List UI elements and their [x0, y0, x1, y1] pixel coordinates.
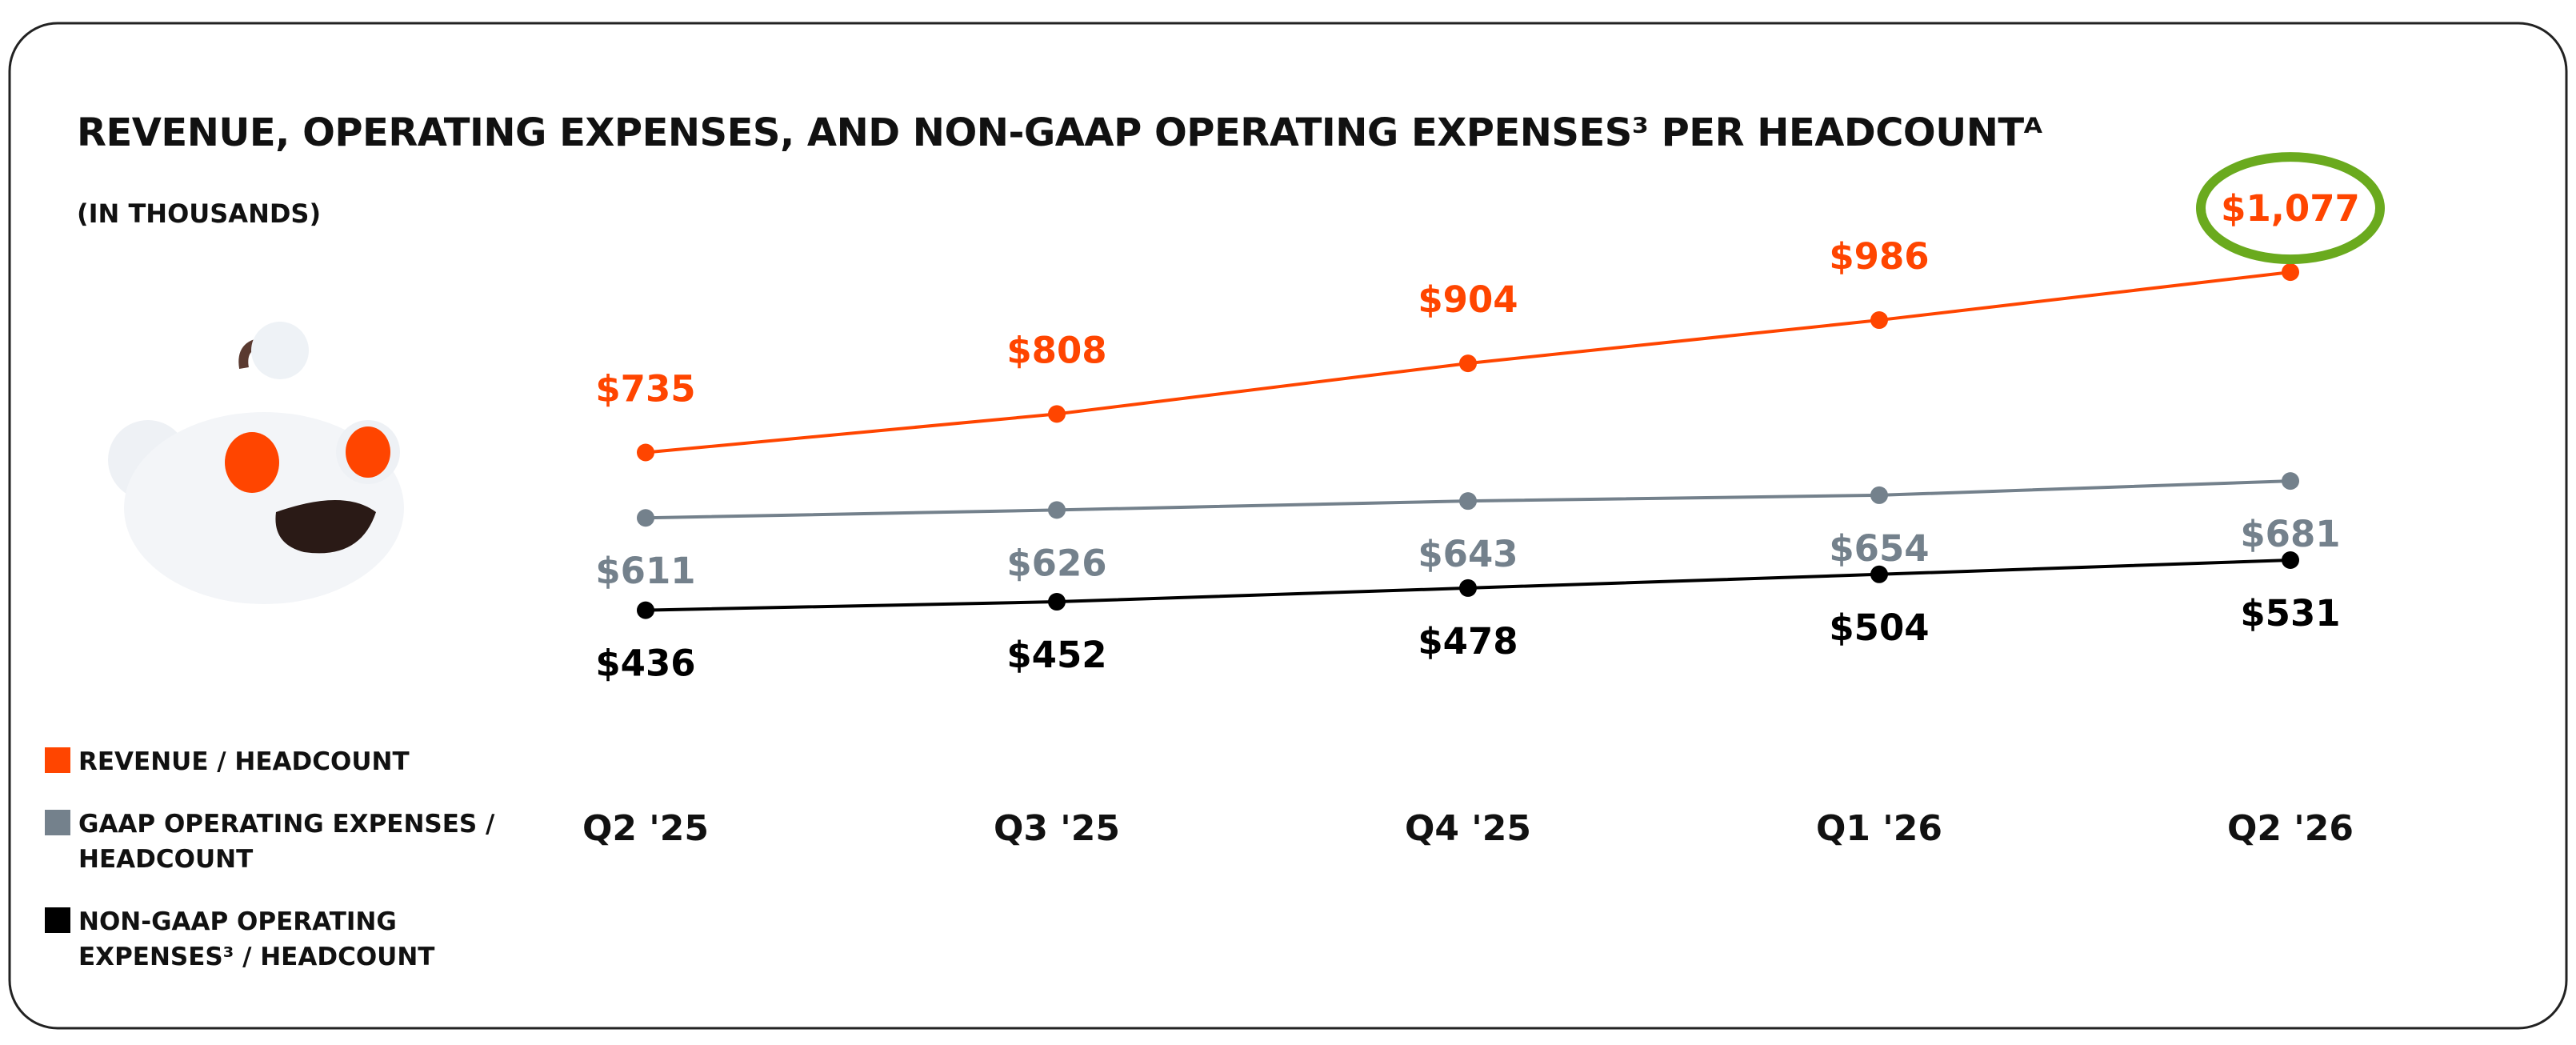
data-point [1459, 354, 1477, 373]
data-point [1048, 405, 1066, 423]
mascot [108, 322, 404, 604]
data-point [1870, 311, 1888, 330]
data-label: $504 [1829, 607, 1929, 649]
mascot-mouth [275, 500, 376, 554]
data-label: $904 [1418, 278, 1518, 321]
data-point [1870, 486, 1888, 504]
data-point [2282, 472, 2299, 490]
data-point [1459, 579, 1477, 597]
legend-item: REVENUE / HEADCOUNT [45, 744, 605, 779]
data-point [637, 509, 654, 527]
data-label: $626 [1006, 542, 1106, 584]
highlight-ring [2196, 152, 2385, 265]
x-tick-label: Q2 '26 [2227, 808, 2354, 849]
data-point [1459, 492, 1477, 510]
mascot-antenna-ball [251, 322, 309, 379]
data-label: $681 [2240, 513, 2340, 555]
data-point [1048, 593, 1066, 611]
data-point [1870, 565, 1888, 583]
data-label: $643 [1418, 533, 1518, 575]
legend-label: REVENUE / HEADCOUNT [78, 747, 410, 776]
data-label: $436 [595, 643, 695, 685]
legend-label: GAAP OPERATING EXPENSES / HEADCOUNT [78, 810, 495, 874]
data-label: $986 [1829, 235, 1929, 278]
data-label: $808 [1006, 329, 1106, 371]
data-point [2282, 263, 2299, 282]
mascot-eye [225, 432, 279, 493]
data-point [637, 601, 654, 619]
data-label: $654 [1829, 527, 1929, 570]
x-tick-label: Q3 '25 [994, 808, 1120, 849]
mascot-eye [346, 426, 390, 478]
data-point [2282, 551, 2299, 569]
data-label: $1,077 [2221, 187, 2360, 230]
data-label: $452 [1006, 634, 1106, 676]
legend-swatch [45, 907, 70, 933]
data-label: $478 [1418, 620, 1518, 663]
data-label: $531 [2240, 592, 2340, 635]
data-label: $735 [595, 368, 695, 410]
data-label: $611 [595, 550, 695, 592]
card-border [8, 22, 2568, 1030]
legend-label: NON-GAAP OPERATING EXPENSES³ / HEADCOUNT [78, 907, 435, 971]
data-point [637, 443, 654, 462]
data-point [1048, 501, 1066, 519]
x-tick-label: Q4 '25 [1405, 808, 1531, 849]
legend-item: GAAP OPERATING EXPENSES / HEADCOUNT [45, 807, 605, 877]
chart-title: REVENUE, OPERATING EXPENSES, AND NON-GAA… [77, 110, 2042, 155]
legend-item: NON-GAAP OPERATING EXPENSES³ / HEADCOUNT [45, 904, 605, 975]
legend-swatch [45, 747, 70, 773]
legend: REVENUE / HEADCOUNT GAAP OPERATING EXPENS… [45, 744, 605, 1002]
x-tick-label: Q1 '26 [1816, 808, 1942, 849]
mascot-head [124, 412, 404, 604]
chart-subtitle: (IN THOUSANDS) [77, 198, 322, 229]
legend-swatch [45, 810, 70, 835]
x-tick-label: Q2 '25 [582, 808, 709, 849]
